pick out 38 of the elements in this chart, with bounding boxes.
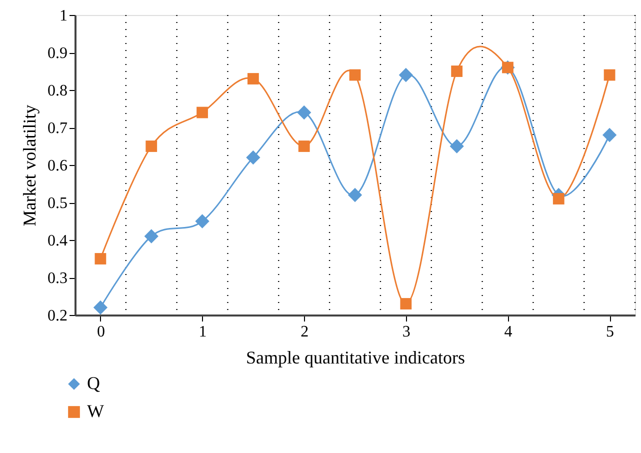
point (195, 214, 210, 228)
x-tick-label: 4 (504, 324, 512, 340)
y-tick-label: 0.5 (48, 195, 68, 212)
point (450, 139, 464, 154)
x-tick-label: 3 (402, 324, 410, 340)
point (604, 69, 616, 81)
point (146, 140, 158, 152)
point (93, 300, 108, 315)
y-tick-label: 0.7 (48, 120, 68, 137)
x-tick-label: 0 (96, 324, 105, 340)
point (398, 68, 413, 82)
x-tick-label: 2 (300, 324, 309, 340)
point (298, 140, 310, 152)
point (297, 105, 312, 120)
y-tick-label: 0.8 (48, 82, 68, 100)
point (602, 128, 617, 142)
point (349, 69, 361, 81)
y-tick-label: 0.6 (48, 158, 68, 174)
point (94, 253, 106, 264)
y-axis-title: Market volatility (20, 104, 40, 226)
y-tick-label: 1 (60, 8, 68, 24)
point (196, 106, 208, 118)
legend-label: Q (87, 373, 100, 393)
legend-label: W (87, 401, 104, 421)
point (552, 193, 564, 204)
point (451, 66, 463, 77)
y-tick-label: 0.4 (48, 232, 68, 250)
point (348, 188, 362, 202)
point (400, 298, 412, 310)
y-tick-label: 0.3 (48, 270, 68, 287)
x-axis-title: Sample quantitative indicators (246, 348, 465, 368)
point (247, 73, 259, 84)
y-tick-label: 0.2 (48, 308, 68, 324)
x-tick-label: 1 (198, 324, 207, 340)
point (246, 150, 260, 165)
y-tick-label: 0.9 (48, 45, 68, 62)
x-tick-label: 5 (606, 324, 614, 340)
point (144, 229, 158, 244)
